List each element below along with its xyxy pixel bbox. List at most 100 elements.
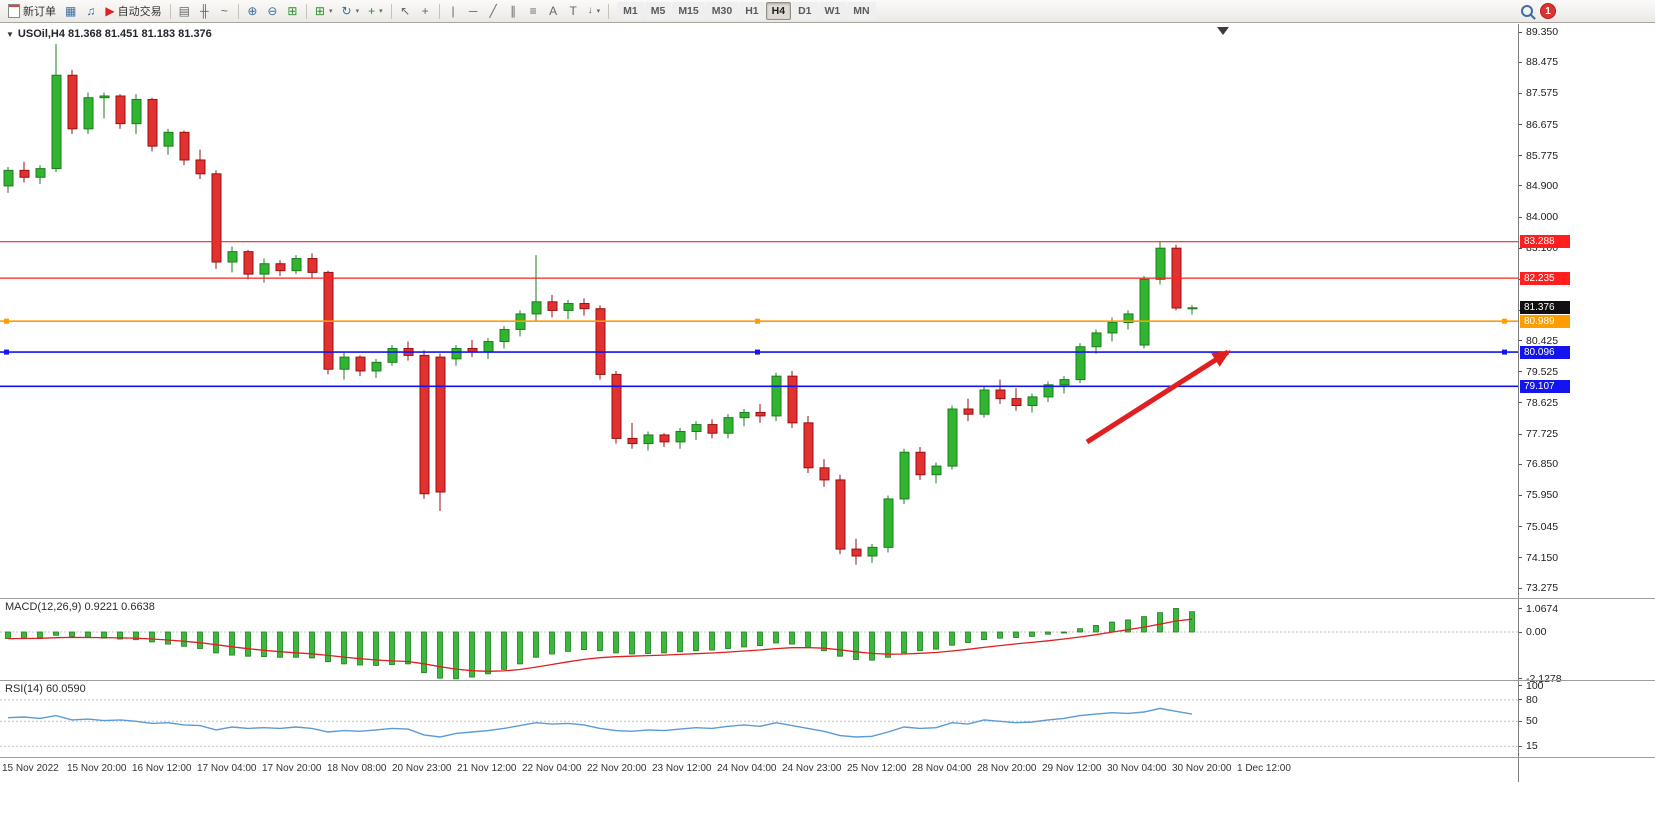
candle — [1187, 305, 1198, 315]
macd-histogram-bar — [245, 631, 251, 657]
profiles-button[interactable]: ↻ ▾ — [338, 2, 364, 21]
search-icon[interactable] — [1521, 5, 1533, 17]
bar-chart-button[interactable]: ▤ — [175, 2, 194, 21]
indicators-add-icon: + — [368, 4, 376, 18]
candle — [1123, 310, 1134, 330]
timeframe-button-h1[interactable]: H1 — [739, 2, 765, 20]
line-handle[interactable] — [4, 349, 9, 355]
line-handle[interactable] — [1502, 318, 1507, 324]
candle — [819, 459, 830, 487]
macd-histogram-bar — [677, 631, 683, 653]
macd-histogram-bar — [469, 631, 475, 678]
price-axis[interactable]: 89.350 88.475 87.575 86.675 85.775 84.900 84.0… — [1518, 24, 1655, 782]
price-tick-label: 77.725 — [1526, 428, 1559, 441]
candle — [19, 161, 30, 183]
candle — [451, 345, 462, 366]
zoom-in-button[interactable]: ⊕ — [243, 2, 262, 21]
macd-histogram-bar — [757, 631, 763, 647]
time-axis-label: 15 Nov 20:00 — [67, 763, 127, 774]
price-tick-label: 73.275 — [1526, 582, 1559, 594]
macd-histogram-bar — [1013, 631, 1019, 638]
autotrading-button[interactable]: ▶ 自动交易 — [101, 2, 165, 21]
candle — [259, 258, 270, 283]
timeframe-button-mn[interactable]: MN — [847, 2, 876, 20]
vertical-line-tool-button[interactable]: | — [444, 2, 463, 21]
timeframe-button-w1[interactable]: W1 — [818, 2, 847, 20]
line-handle[interactable] — [755, 349, 760, 355]
macd-histogram-bar — [357, 631, 363, 666]
horizontal-line-80.989[interactable] — [0, 318, 1518, 324]
price-tick-label: 76.850 — [1526, 458, 1559, 471]
price-tick-label: 84.900 — [1526, 179, 1559, 192]
candle — [947, 405, 958, 470]
horizontal-line-tool-button[interactable]: ─ — [464, 2, 483, 21]
time-axis-label: 29 Nov 12:00 — [1042, 763, 1102, 774]
label-tool-button[interactable]: T — [564, 2, 583, 21]
pane-splitter[interactable] — [0, 598, 1655, 599]
candle — [1011, 388, 1022, 411]
rsi-canvas[interactable] — [0, 682, 1518, 757]
timeframe-button-h4[interactable]: H4 — [765, 2, 792, 20]
sound-button[interactable]: ♫ — [81, 2, 100, 21]
candle — [323, 270, 334, 375]
rsi-tick-mark — [1519, 745, 1522, 747]
tile-windows-button[interactable]: ⊞ — [283, 2, 302, 21]
price-tick-label: 86.675 — [1526, 118, 1559, 131]
time-axis-label: 22 Nov 20:00 — [587, 763, 647, 774]
trendline-tool-button[interactable]: ╱ — [484, 2, 503, 21]
price-flag-80.096: 80.096 — [1520, 345, 1570, 359]
zoom-out-button[interactable]: ⊖ — [263, 2, 282, 21]
price-chart-canvas[interactable] — [0, 24, 1518, 598]
candle — [931, 462, 942, 484]
candle — [403, 341, 414, 361]
candlestick-chart-button[interactable]: ╫ — [195, 2, 214, 21]
timeframe-button-m15[interactable]: M15 — [672, 2, 705, 20]
line-handle[interactable] — [4, 318, 9, 324]
line-handle[interactable] — [755, 318, 760, 324]
timeframe-button-m5[interactable]: M5 — [644, 2, 672, 20]
timeframe-button-m1[interactable]: M1 — [617, 2, 644, 20]
candle — [723, 414, 734, 439]
line-chart-button[interactable]: ~ — [215, 2, 234, 21]
toolbar-separator — [305, 3, 307, 19]
crosshair-tool-button[interactable]: + — [416, 2, 435, 21]
candle — [627, 422, 638, 449]
arrows-tool-button[interactable]: ↓ ▾ — [584, 2, 605, 21]
text-tool-button[interactable]: A — [544, 2, 563, 21]
timeframe-button-d1[interactable]: D1 — [792, 2, 818, 20]
price-tick-mark — [1519, 185, 1522, 187]
chart-shift-marker[interactable] — [1217, 27, 1229, 35]
horizontal-line-80.096[interactable] — [0, 349, 1518, 355]
macd-histogram-bar — [149, 631, 155, 643]
macd-canvas[interactable] — [0, 600, 1518, 680]
timeframe-button-m30[interactable]: M30 — [705, 2, 739, 20]
pane-splitter[interactable] — [0, 757, 1655, 758]
fibonacci-tool-button[interactable]: ≡ — [524, 2, 543, 21]
notification-badge[interactable]: 1 — [1541, 4, 1555, 18]
price-tick-label: 87.575 — [1526, 87, 1559, 100]
cursor-tool-button[interactable]: ↖ — [396, 2, 415, 21]
arrows-tool-icon: ↓ — [587, 5, 593, 16]
time-axis[interactable]: 15 Nov 2022 15 Nov 20:00 16 Nov 12:00 17 No… — [0, 758, 1655, 782]
macd-tick-mark — [1519, 631, 1522, 633]
channel-tool-button[interactable]: ∥ — [504, 2, 523, 21]
new-chart-button[interactable]: ⊞ ▾ — [311, 2, 337, 21]
trend-arrow-annotation[interactable] — [1085, 349, 1231, 445]
price-tick-mark — [1519, 216, 1522, 218]
macd-histogram-bar — [821, 631, 827, 652]
price-tick-label: 74.150 — [1526, 551, 1559, 564]
timeframe-group: M1 M5 M15 M30 H1 H4 D1 W1 MN — [617, 2, 876, 20]
pane-splitter[interactable] — [0, 680, 1655, 681]
macd-histogram-bar — [1189, 611, 1195, 633]
charts-group-button[interactable]: ▦ — [61, 2, 80, 21]
price-tick-label: 78.625 — [1526, 396, 1559, 409]
candle — [435, 353, 446, 512]
chart-menu-caret-icon[interactable]: ▼ — [6, 30, 14, 39]
new-order-button[interactable]: 新订单 — [4, 2, 60, 21]
indicators-button[interactable]: + ▾ — [364, 2, 387, 21]
rsi-line — [7, 707, 1193, 738]
macd-histogram-bar — [981, 631, 987, 641]
zoom-in-icon: ⊕ — [247, 4, 258, 18]
line-handle[interactable] — [1502, 349, 1507, 355]
macd-histogram-bar — [5, 631, 11, 639]
